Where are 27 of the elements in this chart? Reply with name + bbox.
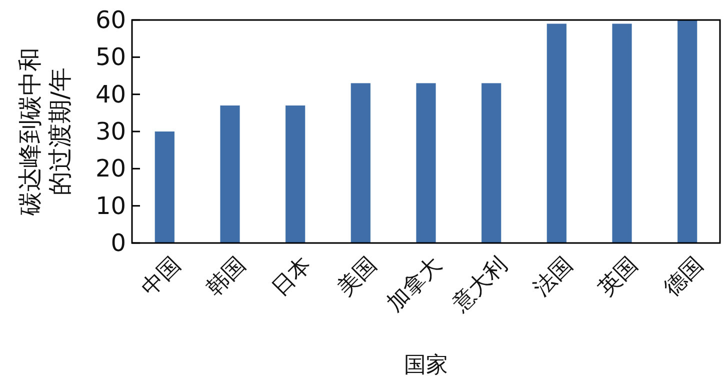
- bar: [678, 20, 698, 243]
- x-axis-title: 国家: [404, 353, 448, 378]
- x-tick-label: 英国: [594, 252, 643, 302]
- y-axis-title: 碳达峰到碳中和的过渡期/年: [16, 48, 74, 216]
- x-tick-label: 加拿大: [382, 252, 447, 317]
- bar: [286, 105, 306, 243]
- y-tick-label: 30: [95, 118, 126, 146]
- x-tick-label: 美国: [332, 252, 382, 302]
- y-tick-label: 0: [110, 229, 126, 257]
- x-tick-label: 韩国: [202, 252, 251, 302]
- bar: [546, 24, 566, 243]
- x-tick-label: 意大利: [447, 252, 512, 318]
- bar: [612, 24, 632, 243]
- y-tick-label: 60: [95, 6, 126, 34]
- x-tick-label: 法国: [528, 252, 578, 302]
- y-tick-label: 20: [95, 154, 126, 183]
- x-tick-label: 中国: [136, 252, 186, 302]
- bar: [154, 132, 174, 243]
- x-tick-label: 日本: [268, 252, 316, 302]
- bar: [350, 83, 370, 243]
- y-tick-label: 40: [95, 80, 126, 108]
- y-tick-label: 50: [95, 43, 126, 72]
- y-tick-label: 10: [95, 192, 126, 220]
- bar: [220, 105, 240, 243]
- bar: [482, 83, 502, 243]
- x-tick-label: 德国: [660, 252, 708, 302]
- bar: [416, 83, 436, 243]
